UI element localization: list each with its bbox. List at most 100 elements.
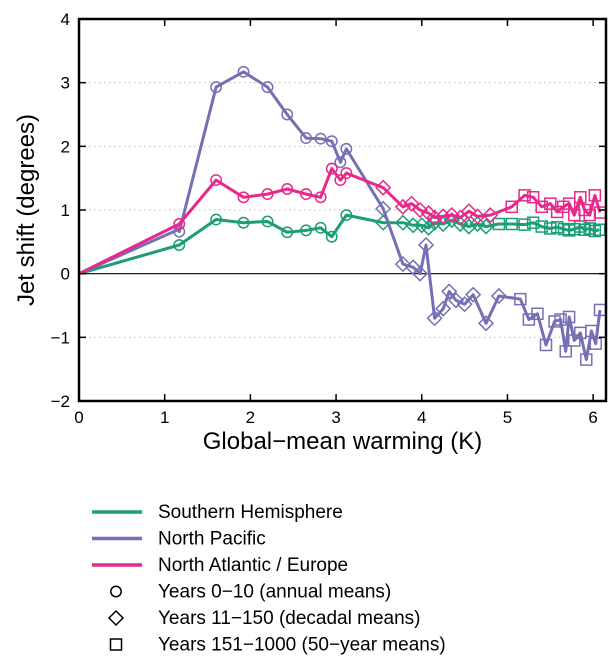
y-tick-label: −2 bbox=[51, 392, 70, 411]
data-point-decadal bbox=[426, 209, 443, 226]
data-point-50yr bbox=[580, 353, 593, 366]
data-point-decadal bbox=[435, 300, 452, 317]
data-point-decadal bbox=[456, 296, 473, 313]
data-point-decadal bbox=[403, 195, 420, 212]
data-point-decadal bbox=[469, 215, 486, 233]
data-point-annual bbox=[325, 135, 338, 148]
axes bbox=[77, 17, 608, 403]
y-tick-label: 4 bbox=[61, 10, 70, 29]
data-point-50yr bbox=[535, 220, 548, 233]
series-layer bbox=[78, 65, 607, 366]
data-point-50yr bbox=[531, 307, 544, 321]
y-tick-label: 1 bbox=[61, 201, 70, 220]
x-tick-label: 4 bbox=[417, 408, 426, 427]
data-point-decadal bbox=[375, 200, 392, 217]
x-tick-label: 2 bbox=[246, 408, 255, 427]
series-line-southern_hemisphere bbox=[78, 213, 600, 276]
legend-marker-square bbox=[109, 638, 123, 651]
data-point-decadal bbox=[375, 179, 392, 196]
data-point-decadal bbox=[477, 315, 495, 332]
data-point-annual bbox=[237, 65, 250, 78]
legend-marker-circle bbox=[110, 585, 122, 598]
legend-label: Years 0−10 (annual means) bbox=[158, 582, 391, 603]
y-axis-label: Jet shift (degrees) bbox=[13, 114, 40, 306]
data-point-annual bbox=[300, 224, 313, 237]
data-point-50yr bbox=[585, 324, 598, 338]
data-point-decadal bbox=[417, 236, 435, 254]
data-point-decadal bbox=[411, 201, 429, 219]
series-north_atlantic bbox=[78, 162, 607, 276]
data-point-annual bbox=[325, 230, 338, 243]
data-point-annual bbox=[340, 167, 353, 180]
data-point-decadal bbox=[394, 198, 411, 215]
legend: Southern Hemisphere North Pacific North At… bbox=[92, 502, 446, 656]
series-line-north_pacific bbox=[78, 70, 602, 362]
legend-label: Southern Hemisphere bbox=[158, 502, 343, 523]
data-point-annual bbox=[281, 108, 294, 121]
data-point-50yr bbox=[589, 337, 602, 350]
data-point-annual bbox=[340, 142, 353, 155]
data-point-annual bbox=[325, 162, 338, 175]
data-point-50yr bbox=[539, 338, 553, 352]
data-point-decadal bbox=[460, 203, 477, 220]
data-point-decadal bbox=[420, 205, 437, 222]
data-point-annual bbox=[173, 218, 186, 230]
legend-label: Years 11−150 (decadal means) bbox=[158, 608, 420, 629]
y-tick-label: 3 bbox=[61, 74, 70, 93]
plot-frame bbox=[77, 17, 608, 403]
data-point-annual bbox=[173, 239, 186, 251]
data-point-annual bbox=[314, 221, 327, 234]
data-point-decadal bbox=[443, 207, 460, 224]
data-point-50yr bbox=[588, 189, 602, 202]
x-tick-label: 5 bbox=[503, 408, 512, 427]
data-point-annual bbox=[314, 191, 327, 204]
data-point-annual bbox=[261, 81, 274, 94]
data-point-annual bbox=[300, 132, 313, 145]
data-point-50yr bbox=[559, 345, 572, 358]
data-point-decadal bbox=[452, 215, 469, 233]
series-southern_hemisphere bbox=[78, 209, 606, 276]
data-point-50yr bbox=[518, 189, 531, 202]
data-point-50yr bbox=[492, 217, 506, 231]
legend-label: Years 151−1000 (50−year means) bbox=[158, 635, 446, 656]
data-point-annual bbox=[237, 216, 250, 229]
data-point-50yr bbox=[535, 200, 548, 214]
data-point-annual bbox=[281, 226, 294, 239]
data-point-annual bbox=[281, 183, 294, 195]
grid bbox=[79, 82, 606, 338]
data-point-decadal bbox=[411, 265, 429, 282]
x-tick-label: 3 bbox=[331, 408, 340, 427]
data-point-50yr bbox=[554, 313, 567, 326]
data-point-decadal bbox=[477, 218, 495, 235]
data-point-annual bbox=[261, 215, 274, 228]
data-point-decadal bbox=[469, 208, 486, 225]
legend-label: North Pacific bbox=[158, 529, 266, 550]
data-point-50yr bbox=[505, 200, 518, 214]
y-tick-label: 2 bbox=[61, 137, 70, 156]
data-point-annual bbox=[210, 213, 223, 226]
data-point-50yr bbox=[544, 222, 557, 235]
data-point-50yr bbox=[526, 191, 540, 204]
series-line-north_atlantic bbox=[78, 167, 602, 276]
data-point-decadal bbox=[460, 218, 477, 235]
data-point-annual bbox=[261, 188, 274, 201]
data-point-annual bbox=[340, 209, 353, 222]
data-point-decadal bbox=[482, 207, 499, 224]
data-point-50yr bbox=[574, 191, 587, 204]
data-point-decadal bbox=[394, 256, 411, 273]
ticks: 0 1 2 3 4 5 6 −2 −1 0 1 2 3 4 bbox=[51, 10, 606, 427]
data-point-decadal bbox=[447, 292, 465, 309]
x-tick-label: 0 bbox=[74, 408, 83, 427]
data-point-decadal bbox=[420, 219, 437, 236]
legend-label: North Atlantic / Europe bbox=[158, 555, 348, 576]
data-point-annual bbox=[210, 81, 223, 94]
y-tick-label: −1 bbox=[51, 328, 70, 347]
data-point-decadal bbox=[435, 208, 452, 225]
data-point-50yr bbox=[550, 220, 564, 234]
y-tick-label: 0 bbox=[61, 265, 70, 284]
data-point-50yr bbox=[514, 292, 527, 306]
data-point-annual bbox=[300, 188, 313, 201]
data-point-annual bbox=[334, 174, 347, 187]
data-point-decadal bbox=[394, 214, 411, 231]
